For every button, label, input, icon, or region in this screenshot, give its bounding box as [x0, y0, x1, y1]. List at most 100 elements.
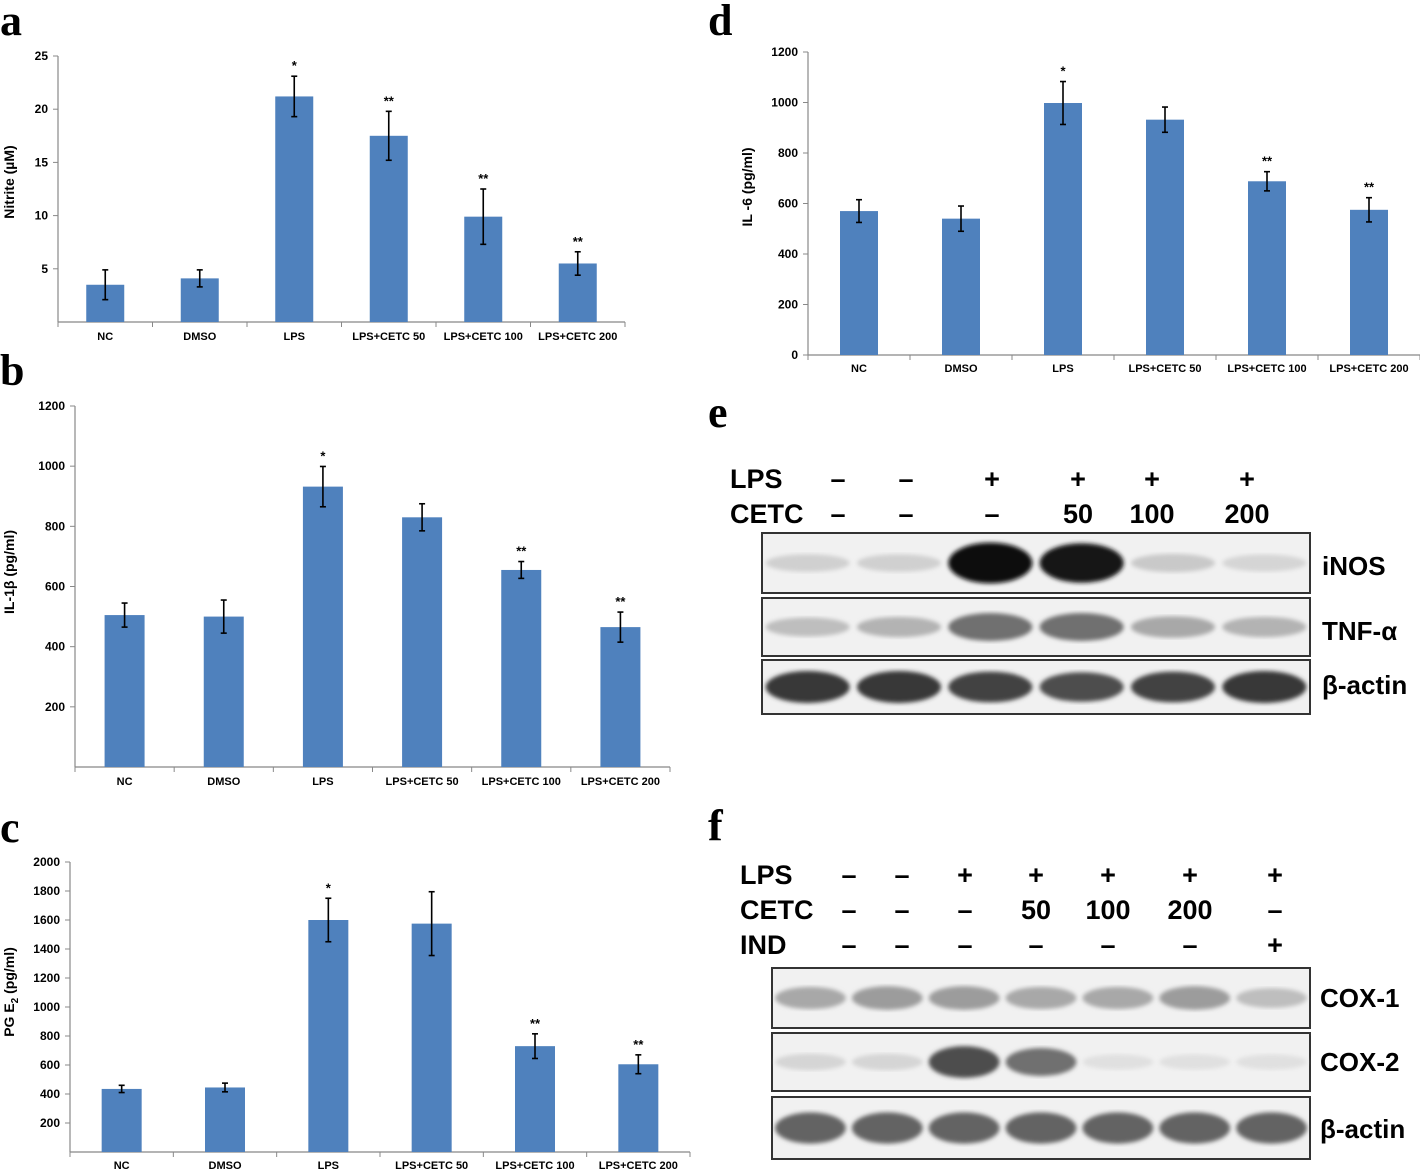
y-tick-label: 1200 [38, 399, 65, 413]
bar [1044, 103, 1082, 355]
blot-band [1005, 1048, 1077, 1076]
blot-band [1082, 1054, 1154, 1070]
panel-letter-b: b [0, 346, 24, 395]
blot-band [1236, 1054, 1307, 1070]
condition-value: – [984, 499, 999, 529]
blot-band [1222, 554, 1307, 572]
y-tick-label: 800 [45, 519, 65, 533]
significance-marker: * [1060, 64, 1066, 79]
category-label: LPS+CETC 200 [538, 331, 617, 343]
y-tick-label: 800 [40, 1029, 60, 1043]
blot-band [1222, 616, 1307, 638]
band-label: COX-1 [1320, 983, 1399, 1013]
y-axis-label: PG E2 (pg/ml) [1, 947, 21, 1037]
condition-value: + [1028, 860, 1044, 890]
chart-d: 0 200 400 600 800 1000 1200 IL -6 (pg/ml) NC DMSO… [739, 45, 1420, 375]
condition-value: + [957, 860, 973, 890]
condition-value: – [830, 464, 845, 494]
y-tick-label: 25 [35, 49, 49, 63]
blot-band [1039, 672, 1124, 702]
category-label: LPS [312, 776, 333, 788]
blot-band [1236, 1112, 1307, 1144]
blot-band [856, 616, 942, 638]
western-blots: LPS – – + + + +CETC – – –50 100 200iNOSTNF-αβ-actin… [730, 464, 1407, 1160]
category-label: NC [97, 331, 113, 343]
y-tick-label: 10 [35, 209, 49, 223]
category-label: LPS+CETC 200 [1329, 363, 1408, 375]
blot-band [775, 1053, 846, 1071]
category-label: LPS [1052, 363, 1073, 375]
blot-strip [761, 532, 1311, 594]
blot-band [765, 617, 850, 637]
category-label: LPS+CETC 50 [1128, 363, 1201, 375]
condition-value: – [894, 930, 909, 960]
blot-band [1236, 988, 1307, 1008]
blot-band [1039, 543, 1124, 583]
condition-value: – [894, 895, 909, 925]
y-tick-label: 200 [45, 700, 65, 714]
blot-band [1130, 616, 1216, 638]
blot-band [851, 1112, 923, 1144]
significance-marker: ** [384, 93, 395, 108]
significance-marker: ** [633, 1037, 644, 1052]
category-label: LPS+CETC 100 [1227, 363, 1306, 375]
bar [515, 1046, 555, 1152]
bar [600, 627, 641, 767]
blot-band [1222, 671, 1307, 703]
blot-strip [761, 659, 1311, 715]
category-label: NC [114, 1160, 130, 1170]
band-label: COX-2 [1320, 1047, 1399, 1077]
condition-value: – [898, 464, 913, 494]
bar [101, 1088, 142, 1152]
category-label: DMSO [209, 1160, 242, 1170]
blot-band [1005, 986, 1077, 1010]
condition-value: + [984, 464, 1000, 494]
bar [501, 569, 542, 767]
condition-value: – [957, 930, 972, 960]
y-tick-label: 800 [778, 146, 798, 160]
y-tick-label: 400 [778, 247, 798, 261]
y-tick-label: 1200 [771, 45, 798, 59]
bar [402, 517, 443, 767]
panel-letter-c: c [0, 803, 20, 852]
band-label: β-actin [1322, 670, 1407, 700]
bar [411, 923, 452, 1152]
blot-f: LPS – – + + + + +CETC – – –50 100 200 –IND – – – – – – +COX-… [740, 860, 1405, 1160]
condition-value: – [841, 895, 856, 925]
blot-band [948, 542, 1033, 584]
condition-value: + [1144, 464, 1160, 494]
condition-value: – [1267, 895, 1282, 925]
blot-band [928, 1112, 1000, 1144]
bar [840, 211, 878, 355]
significance-marker: ** [478, 171, 489, 186]
condition-value: – [957, 895, 972, 925]
bar [1146, 119, 1184, 355]
blot-band [948, 671, 1033, 703]
y-tick-label: 600 [778, 197, 798, 211]
y-tick-label: 20 [35, 102, 49, 116]
y-axis-label: IL -6 (pg/ml) [739, 147, 755, 226]
blot-band [1005, 1112, 1077, 1144]
category-label: LPS+CETC 100 [495, 1160, 574, 1170]
condition-value: – [841, 860, 856, 890]
blot-band [1159, 1112, 1231, 1144]
y-tick-label: 1400 [33, 942, 60, 956]
category-label: NC [117, 776, 133, 788]
blot-strip [761, 597, 1311, 657]
y-tick-label: 1000 [38, 459, 65, 473]
blot-band [765, 671, 850, 703]
blot-band [948, 613, 1033, 641]
blot-band [856, 671, 942, 703]
significance-marker: ** [1364, 180, 1375, 195]
bar [369, 135, 408, 322]
significance-marker: * [326, 880, 332, 895]
bar [618, 1064, 659, 1152]
y-tick-label: 5 [41, 262, 48, 276]
chart-b: 200 400 600 800 1000 1200 IL-1β (pg/ml) NC DMSO *… [1, 399, 671, 788]
category-label: LPS+CETC 50 [395, 1160, 468, 1170]
category-label: LPS+CETC 50 [352, 331, 425, 343]
bar [104, 615, 145, 767]
y-axis-label: Nitrite (µM) [1, 145, 17, 218]
